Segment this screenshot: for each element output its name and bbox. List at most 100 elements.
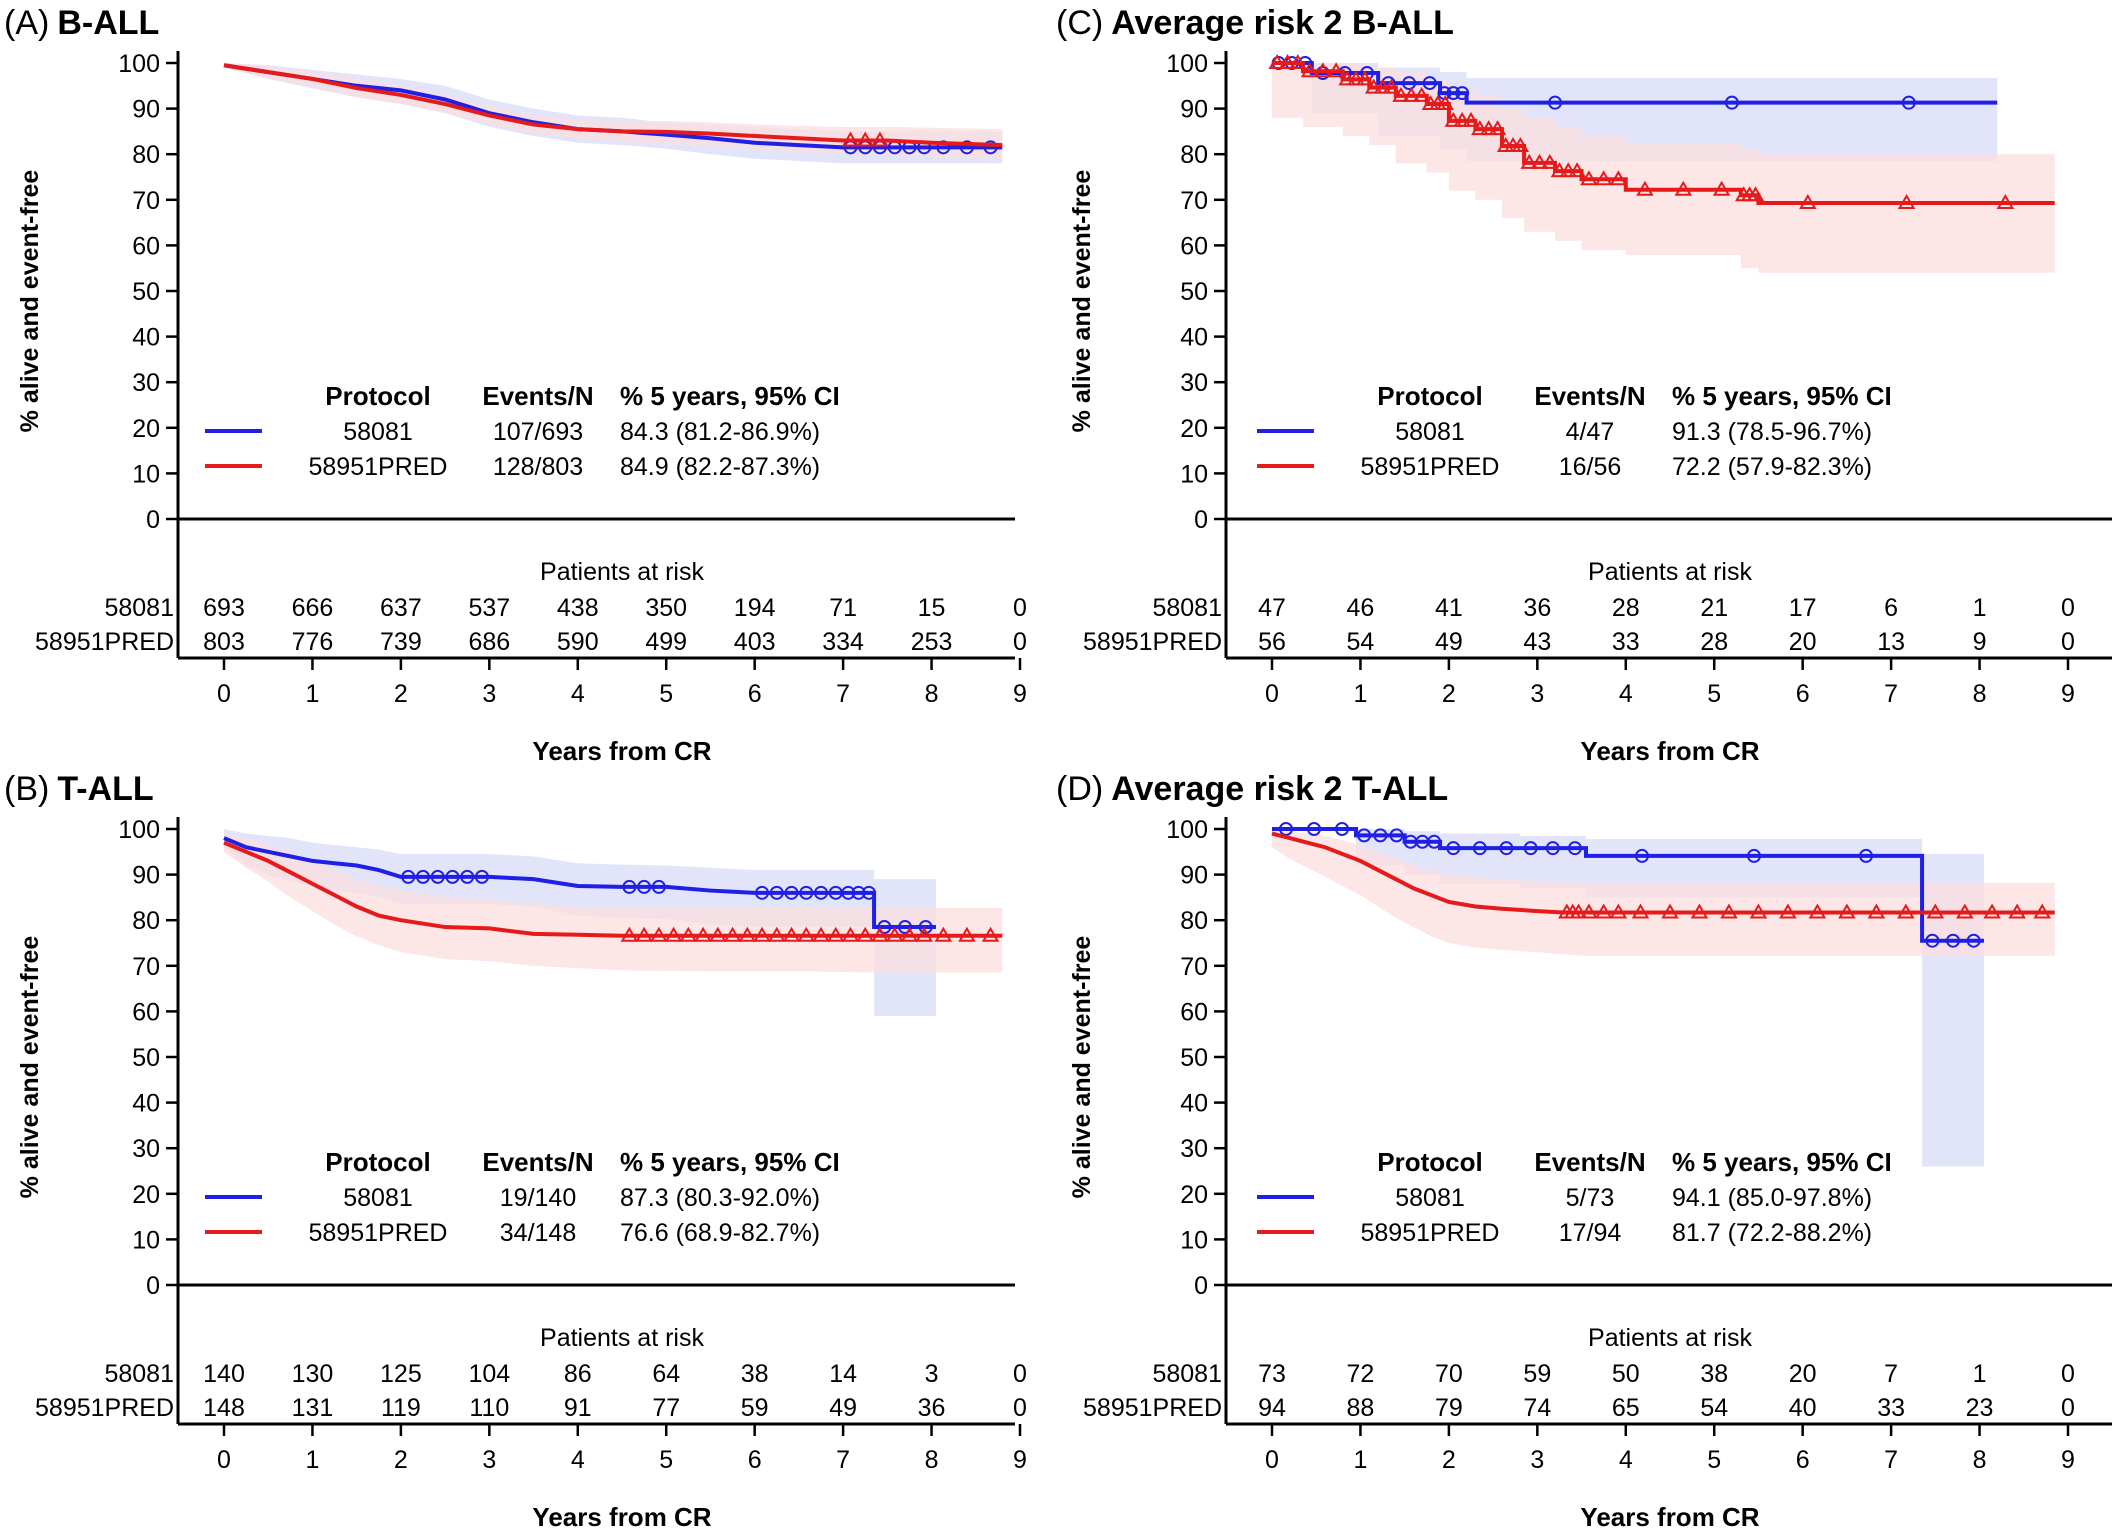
censor-mark (1356, 70, 1374, 86)
risk-row-label: 58081 (1152, 1360, 1222, 1388)
censor-mark (1749, 903, 1768, 919)
censor-mark (812, 926, 830, 942)
censor-mark (784, 885, 799, 900)
x-tick-label: 1 (1353, 680, 1367, 708)
censor-mark (753, 926, 771, 942)
risk-count: 693 (203, 594, 245, 622)
risk-count: 803 (203, 628, 245, 656)
x-tick-label: 8 (1973, 1446, 1987, 1474)
censor-mark (885, 926, 904, 942)
risk-count: 0 (1013, 628, 1027, 656)
risk-count: 40 (1789, 1394, 1817, 1422)
risk-header: Patients at risk (1588, 558, 1752, 586)
y-tick-label: 30 (132, 369, 160, 397)
legend-header-protocol: Protocol (1377, 1147, 1482, 1177)
censor-mark (1712, 180, 1731, 196)
censor-mark (1455, 86, 1470, 101)
y-tick-label: 90 (132, 862, 160, 890)
censor-mark (1389, 828, 1404, 843)
y-tick-label: 90 (132, 96, 160, 124)
legend-protocol: 58951PRED (309, 1219, 448, 1247)
legend-five-year: 87.3 (80.3-92.0%) (620, 1184, 820, 1212)
y-tick-label: 0 (146, 1272, 160, 1300)
risk-count: 686 (468, 628, 510, 656)
y-tick-label: 100 (1166, 50, 1208, 78)
censor-mark (1747, 848, 1762, 863)
censor-mark (1859, 848, 1874, 863)
y-tick-label: 30 (1180, 369, 1208, 397)
x-tick-label: 7 (1884, 1446, 1898, 1474)
panel-title: (C) Average risk 2 B-ALL (1056, 4, 1454, 42)
risk-count: 0 (2061, 628, 2075, 656)
legend-header-pct: % 5 years, 95% CI (620, 381, 840, 411)
censor-mark (1488, 120, 1507, 136)
censor-mark (799, 885, 814, 900)
risk-count: 88 (1347, 1394, 1375, 1422)
censor-mark (1471, 120, 1489, 136)
legend-events: 17/94 (1559, 1219, 1622, 1247)
x-tick-label: 4 (1619, 1446, 1633, 1474)
risk-count: 194 (734, 594, 776, 622)
legend-five-year: 72.2 (57.9-82.3%) (1672, 453, 1872, 481)
censor-mark (474, 869, 489, 884)
censor-mark (694, 926, 712, 942)
risk-count: 537 (468, 594, 510, 622)
censor-mark (1674, 180, 1693, 196)
x-tick-label: 2 (1442, 1446, 1456, 1474)
legend-protocol: 58081 (343, 1184, 413, 1212)
censor-mark (1357, 828, 1372, 843)
x-axis-label: Years from CR (1580, 736, 1759, 766)
panel-title: (A) B-ALL (4, 4, 159, 42)
censor-mark (445, 869, 460, 884)
censor-mark (1373, 828, 1388, 843)
censor-mark (915, 926, 933, 942)
censor-mark (782, 926, 801, 942)
risk-header: Patients at risk (1588, 1324, 1752, 1352)
censor-mark (1472, 841, 1487, 856)
censor-mark (1541, 153, 1559, 169)
x-tick-label: 1 (305, 1446, 319, 1474)
censor-mark (1779, 903, 1797, 919)
censor-mark (755, 885, 770, 900)
panel-title: (D) Average risk 2 T-ALL (1056, 770, 1448, 808)
y-tick-label: 50 (132, 278, 160, 306)
x-tick-label: 5 (659, 1446, 673, 1474)
censor-mark (1402, 76, 1417, 91)
legend-five-year: 94.1 (85.0-97.8%) (1672, 1184, 1872, 1212)
censor-mark (2008, 903, 2026, 919)
y-tick-label: 40 (132, 324, 160, 352)
y-tick-label: 70 (132, 187, 160, 215)
censor-mark (814, 885, 828, 900)
panel-title-text: Average risk 2 B-ALL (1111, 4, 1454, 42)
censor-mark (1631, 903, 1650, 919)
y-tick-label: 20 (132, 1181, 160, 1209)
censor-mark (959, 140, 974, 155)
censor-mark (1901, 95, 1916, 110)
censor-mark (1373, 78, 1392, 94)
x-axis-label: Years from CR (1580, 1502, 1759, 1532)
risk-count: 17 (1789, 594, 1817, 622)
y-tick-label: 10 (1180, 1226, 1208, 1254)
ci-band-58951PRED (1272, 829, 2055, 956)
y-tick-label: 10 (1180, 460, 1208, 488)
panel-title-text: Average risk 2 T-ALL (1111, 770, 1448, 808)
risk-row-label: 58081 (104, 1360, 174, 1388)
risk-count: 125 (380, 1360, 422, 1388)
censor-mark (1926, 903, 1945, 919)
x-tick-label: 9 (2061, 680, 2075, 708)
censor-mark (416, 869, 430, 884)
censor-mark (1427, 834, 1442, 849)
censor-mark (1364, 78, 1383, 94)
risk-count: 14 (829, 1360, 857, 1388)
legend-protocol: 58081 (1395, 418, 1465, 446)
legend-header-events: Events/N (1534, 381, 1645, 411)
legend-protocol: 58081 (343, 418, 413, 446)
risk-row-label: 58951PRED (35, 628, 174, 656)
censor-mark (1983, 903, 2001, 919)
risk-count: 38 (741, 1360, 769, 1388)
x-tick-label: 3 (482, 1446, 496, 1474)
risk-count: 21 (1700, 594, 1728, 622)
censor-mark (1347, 70, 1365, 86)
y-tick-label: 50 (132, 1044, 160, 1072)
